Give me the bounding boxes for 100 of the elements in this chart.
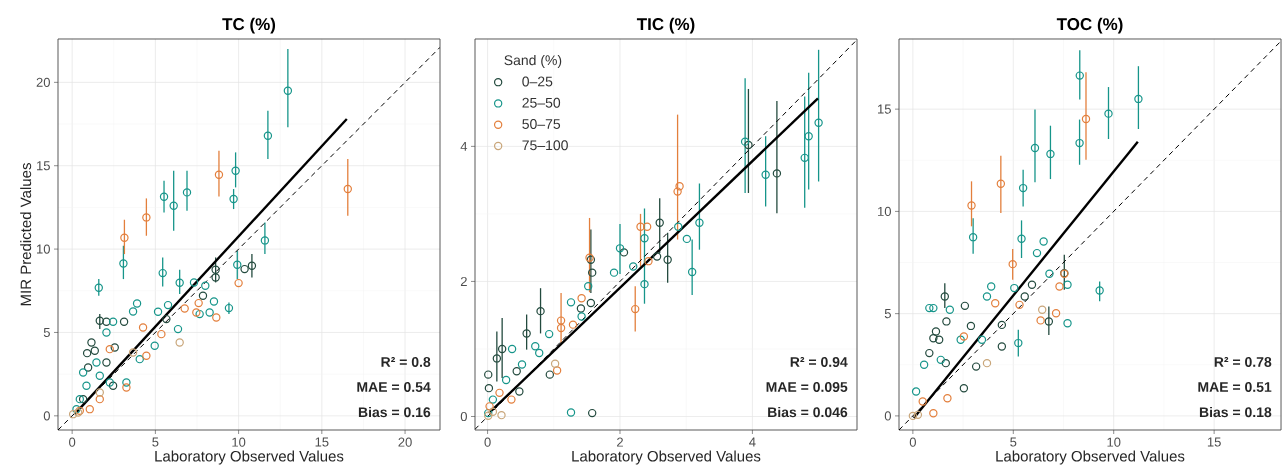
point: [652, 252, 662, 261]
point: [1063, 319, 1072, 328]
point: [977, 335, 987, 345]
y-tick-label: 0: [43, 411, 50, 421]
point: [211, 273, 220, 282]
point: [545, 370, 555, 379]
point: [941, 358, 951, 368]
point: [162, 314, 171, 324]
point: [925, 303, 934, 313]
point: [492, 354, 502, 363]
point: [224, 303, 234, 313]
point: [615, 244, 625, 253]
point: [1044, 317, 1054, 326]
point: [497, 410, 506, 420]
point: [744, 140, 753, 150]
point: [919, 360, 929, 369]
annotation: R² = 0.94: [790, 357, 848, 367]
point: [1038, 305, 1047, 314]
point: [122, 378, 131, 387]
y-tick-label: 5: [884, 309, 891, 319]
y-tick-label: 0: [884, 411, 891, 421]
point: [122, 383, 131, 392]
annotation: MAE = 0.51: [1198, 382, 1272, 392]
chart-title: TC (%): [222, 17, 276, 34]
point: [87, 338, 96, 347]
point: [934, 335, 944, 345]
point: [234, 278, 243, 288]
y-tick-label: 15: [37, 161, 50, 171]
point: [153, 307, 163, 316]
x-axis-title: Laboratory Observed Values: [572, 450, 761, 465]
point: [343, 184, 352, 194]
point: [584, 281, 593, 291]
point: [996, 179, 1006, 188]
point: [119, 259, 128, 268]
point: [1027, 280, 1037, 290]
legend-label: 0–25: [522, 76, 553, 87]
point: [95, 371, 104, 381]
point: [911, 387, 921, 396]
y-tick-label: 2: [460, 276, 467, 286]
point: [966, 321, 976, 331]
point: [501, 375, 511, 385]
y-tick-label: 10: [878, 206, 891, 216]
point: [800, 153, 809, 163]
y-axis-title: MIR Predicted Values: [20, 163, 32, 306]
point: [211, 265, 220, 274]
point: [535, 348, 544, 358]
point: [566, 408, 576, 417]
point: [577, 294, 586, 303]
point: [108, 381, 118, 391]
point: [517, 360, 527, 369]
x-tick-label: 0: [484, 437, 491, 447]
legend-label: 50–75: [522, 119, 561, 129]
point: [90, 346, 99, 355]
y-tick-label: 20: [36, 77, 50, 87]
point: [105, 378, 114, 387]
point: [997, 342, 1007, 351]
x-tick-label: 0: [909, 437, 916, 447]
y-tick-label: 10: [37, 244, 50, 254]
point: [1036, 316, 1045, 325]
point: [576, 304, 586, 313]
point: [1081, 114, 1091, 124]
point: [967, 201, 976, 210]
point: [512, 367, 521, 376]
point: [552, 366, 562, 375]
point: [1032, 248, 1042, 258]
point: [95, 316, 104, 325]
point: [78, 368, 88, 377]
point: [233, 260, 242, 269]
point: [997, 320, 1007, 330]
point: [194, 298, 203, 308]
point: [1134, 94, 1143, 104]
x-axis-title: Laboratory Observed Values: [996, 450, 1185, 465]
legend-title: Sand (%): [504, 54, 562, 68]
x-tick-label: 4: [749, 437, 756, 447]
point: [135, 354, 144, 364]
point: [120, 233, 129, 242]
point: [587, 408, 597, 418]
point: [198, 291, 208, 300]
x-tick-label: 20: [398, 437, 412, 447]
point: [550, 359, 560, 369]
point: [642, 222, 652, 231]
point: [495, 388, 504, 398]
point: [631, 304, 640, 314]
x-tick-label: 15: [315, 437, 329, 447]
point: [175, 338, 184, 347]
point: [82, 348, 92, 358]
point: [163, 300, 173, 310]
point: [150, 341, 159, 350]
legend-label: 25–50: [522, 97, 561, 108]
point: [925, 348, 934, 358]
point: [1017, 234, 1026, 243]
point: [231, 166, 240, 175]
point: [804, 132, 813, 141]
point: [1095, 286, 1104, 295]
point: [102, 358, 111, 367]
point: [629, 262, 638, 271]
point: [83, 363, 93, 372]
point: [1051, 309, 1061, 318]
point: [102, 328, 111, 337]
point: [209, 297, 219, 306]
